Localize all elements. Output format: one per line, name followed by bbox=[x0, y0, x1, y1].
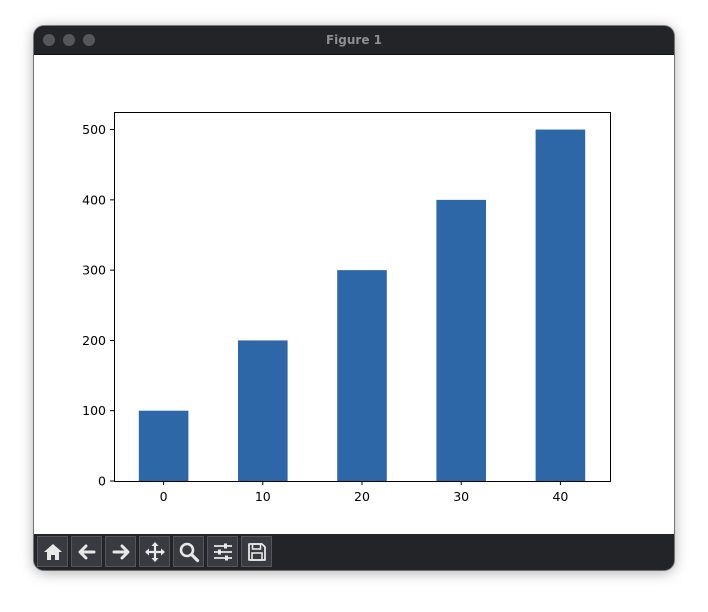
x-tick-label: 0 bbox=[160, 489, 168, 504]
forward-button[interactable] bbox=[105, 536, 136, 567]
home-icon bbox=[43, 543, 62, 560]
floppy-disk-icon bbox=[247, 542, 266, 561]
y-tick-label: 200 bbox=[82, 333, 106, 348]
y-tick-label: 300 bbox=[82, 263, 106, 278]
zoom-button[interactable] bbox=[173, 536, 204, 567]
x-tick-label: 30 bbox=[453, 489, 469, 504]
home-button[interactable] bbox=[37, 536, 68, 567]
y-tick-label: 500 bbox=[82, 122, 106, 137]
bar bbox=[138, 410, 189, 481]
bar bbox=[238, 340, 288, 481]
move-icon bbox=[144, 541, 165, 562]
y-tick-label: 0 bbox=[98, 474, 106, 489]
magnifier-icon bbox=[179, 542, 199, 562]
back-button[interactable] bbox=[71, 536, 102, 567]
bar bbox=[535, 129, 586, 481]
figure-canvas[interactable]: 0 100 200 300 400 500 0 10 20 30 40 bbox=[34, 55, 674, 534]
zoom-window-button[interactable] bbox=[83, 34, 95, 46]
title-bar: Figure 1 bbox=[34, 26, 674, 55]
y-tick-label: 400 bbox=[82, 192, 106, 207]
close-window-button[interactable] bbox=[43, 34, 55, 46]
save-button[interactable] bbox=[241, 536, 272, 567]
bar bbox=[436, 199, 486, 482]
sliders-icon bbox=[213, 543, 232, 560]
window-title: Figure 1 bbox=[325, 33, 383, 47]
navigation-toolbar bbox=[34, 534, 674, 570]
bar-chart: 0 100 200 300 400 500 0 10 20 30 40 bbox=[82, 112, 611, 504]
figure-window: Figure 1 0 100 200 300 400 500 0 10 20 30 40 bbox=[34, 26, 674, 570]
minimize-window-button[interactable] bbox=[63, 34, 75, 46]
x-tick-label: 40 bbox=[552, 489, 568, 504]
configure-subplots-button[interactable] bbox=[207, 536, 238, 567]
arrow-right-icon bbox=[112, 544, 129, 559]
arrow-left-icon bbox=[78, 544, 95, 559]
y-tick-label: 100 bbox=[82, 403, 106, 418]
x-tick-label: 20 bbox=[354, 489, 370, 504]
bar bbox=[337, 270, 387, 481]
pan-button[interactable] bbox=[139, 536, 170, 567]
x-tick-label: 10 bbox=[255, 489, 271, 504]
